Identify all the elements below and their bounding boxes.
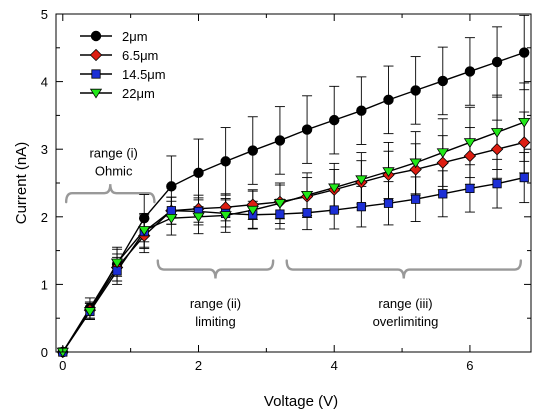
- data-point: [436, 156, 449, 169]
- range-annotation-line: Ohmic: [95, 163, 133, 178]
- legend-label: 2μm: [122, 29, 148, 44]
- data-point: [219, 211, 232, 222]
- data-point: [490, 128, 504, 138]
- data-point: [518, 117, 531, 128]
- range-bracket: [64, 184, 156, 204]
- axis-layer: 0 2 4 6 0 1 2 3 4 5: [41, 7, 532, 373]
- x-axis-title: Voltage (V): [264, 393, 338, 410]
- data-point: [328, 183, 341, 194]
- y-tick-label: 5: [41, 7, 48, 22]
- legend-label: 6.5μm: [122, 48, 158, 63]
- data-point: [463, 138, 477, 148]
- legend-label: 14.5μm: [122, 67, 166, 82]
- y-tick-label: 3: [41, 142, 48, 157]
- data-point: [300, 190, 314, 201]
- data-point: [355, 175, 368, 186]
- data-point: [492, 179, 502, 189]
- range-annotation: range (i) Ohmic: [89, 145, 137, 178]
- range-annotation-line: overlimiting: [373, 314, 439, 329]
- data-point: [519, 47, 530, 58]
- data-point: [138, 226, 151, 236]
- y-tick-label: 4: [41, 75, 48, 90]
- data-point: [193, 167, 204, 179]
- legend-marker: [89, 48, 103, 62]
- data-point: [518, 136, 531, 149]
- legend-marker: [89, 88, 103, 99]
- data-point: [383, 198, 394, 208]
- data-point: [166, 206, 176, 216]
- data-point: [110, 258, 124, 269]
- data-point: [382, 167, 395, 178]
- range-annotation-line: range (i): [89, 145, 137, 160]
- range-annotation: range (iii) overlimiting: [373, 296, 439, 329]
- data-point: [464, 66, 476, 77]
- data-point: [273, 199, 287, 209]
- data-point: [465, 183, 475, 194]
- data-point: [329, 114, 340, 126]
- marker-layer: [56, 47, 531, 359]
- data-point: [356, 105, 367, 116]
- data-point: [220, 156, 231, 167]
- y-axis-title: Current (nA): [13, 142, 30, 225]
- data-point: [519, 172, 529, 183]
- x-tick-label: 6: [466, 358, 473, 373]
- legend-layer: 2μm 6.5μm 14.5μm 22μm: [80, 29, 166, 101]
- data-point: [437, 75, 448, 87]
- data-point: [165, 213, 178, 224]
- data-point: [410, 85, 421, 96]
- legend-marker: [91, 69, 101, 79]
- data-point: [438, 189, 448, 199]
- data-point: [83, 307, 97, 317]
- data-point: [246, 205, 259, 216]
- data-point: [301, 124, 313, 135]
- data-point: [247, 145, 258, 156]
- range-bracket: [156, 259, 275, 279]
- data-point: [329, 205, 339, 215]
- data-point: [139, 212, 150, 224]
- data-point: [411, 194, 421, 204]
- legend-label: 22μm: [122, 86, 155, 101]
- data-point: [409, 158, 422, 169]
- data-point: [490, 143, 504, 156]
- x-tick-label: 4: [331, 358, 338, 373]
- series-line: [62, 176, 525, 353]
- data-point: [275, 209, 285, 219]
- bracket-layer: [64, 184, 523, 279]
- x-tick-label: 0: [59, 358, 66, 373]
- data-point: [383, 94, 394, 106]
- data-point: [302, 208, 312, 218]
- range-annotation: range (ii) limiting: [190, 296, 241, 329]
- data-point: [274, 135, 286, 146]
- data-point: [491, 56, 503, 68]
- data-point: [192, 212, 205, 223]
- range-annotation-line: range (ii): [190, 296, 241, 311]
- range-annotation-line: range (iii): [378, 296, 432, 311]
- range-bracket: [285, 259, 523, 279]
- x-tick-label: 2: [195, 358, 202, 373]
- data-point: [409, 163, 422, 176]
- data-point: [356, 202, 366, 212]
- data-point: [436, 148, 449, 159]
- legend-marker: [90, 30, 102, 42]
- data-point: [166, 181, 177, 192]
- data-point: [463, 149, 477, 163]
- y-tick-label: 1: [41, 277, 48, 292]
- y-tick-label: 2: [41, 210, 48, 225]
- range-annotation-line: limiting: [195, 314, 235, 329]
- plot-frame: [55, 13, 532, 353]
- y-tick-label: 0: [41, 345, 48, 360]
